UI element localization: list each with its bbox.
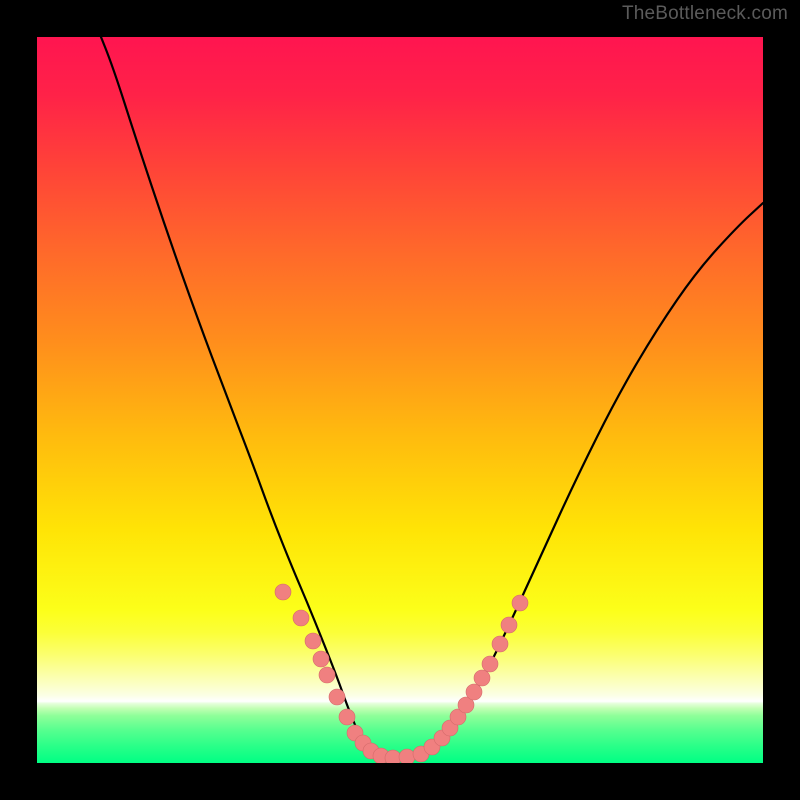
data-marker bbox=[492, 636, 508, 652]
chart-svg bbox=[37, 37, 763, 763]
data-marker bbox=[399, 749, 415, 763]
watermark-text: TheBottleneck.com bbox=[622, 3, 788, 25]
data-marker bbox=[329, 689, 345, 705]
data-marker bbox=[482, 656, 498, 672]
gradient-background bbox=[37, 37, 763, 763]
data-marker bbox=[275, 584, 291, 600]
data-marker bbox=[466, 684, 482, 700]
data-marker bbox=[385, 750, 401, 763]
data-marker bbox=[305, 633, 321, 649]
data-marker bbox=[339, 709, 355, 725]
data-marker bbox=[474, 670, 490, 686]
data-marker bbox=[319, 667, 335, 683]
data-marker bbox=[501, 617, 517, 633]
chart-canvas: TheBottleneck.com bbox=[0, 0, 800, 800]
plot-area bbox=[37, 37, 763, 763]
data-marker bbox=[313, 651, 329, 667]
data-marker bbox=[293, 610, 309, 626]
data-marker bbox=[512, 595, 528, 611]
